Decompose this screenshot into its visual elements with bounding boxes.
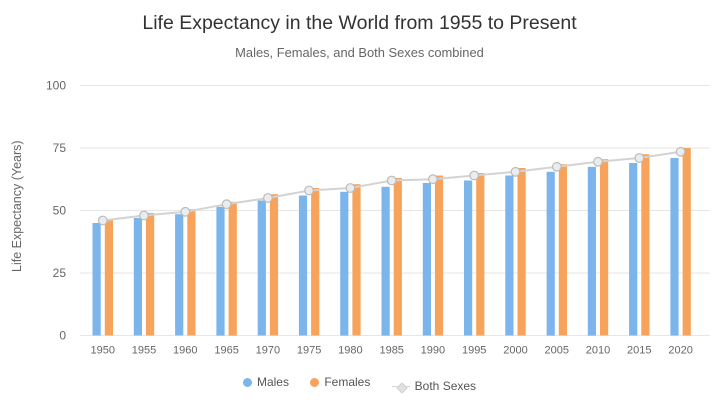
svg-text:100: 100	[46, 80, 66, 93]
svg-text:2005: 2005	[545, 345, 569, 357]
svg-text:2010: 2010	[586, 345, 610, 357]
svg-text:75: 75	[53, 141, 67, 155]
svg-text:1955: 1955	[132, 345, 156, 357]
svg-text:50: 50	[53, 204, 67, 218]
svg-text:1970: 1970	[256, 345, 280, 357]
svg-text:1960: 1960	[173, 345, 197, 357]
svg-text:1990: 1990	[421, 345, 445, 357]
svg-text:25: 25	[53, 266, 67, 280]
svg-text:2020: 2020	[668, 345, 692, 357]
svg-text:1995: 1995	[462, 345, 486, 357]
svg-text:2015: 2015	[627, 345, 651, 357]
svg-text:0: 0	[59, 329, 66, 343]
svg-text:2000: 2000	[503, 345, 527, 357]
svg-text:1975: 1975	[297, 345, 321, 357]
svg-text:1950: 1950	[91, 345, 115, 357]
svg-text:1985: 1985	[379, 345, 403, 357]
svg-text:1980: 1980	[338, 345, 362, 357]
svg-text:1965: 1965	[214, 345, 238, 357]
